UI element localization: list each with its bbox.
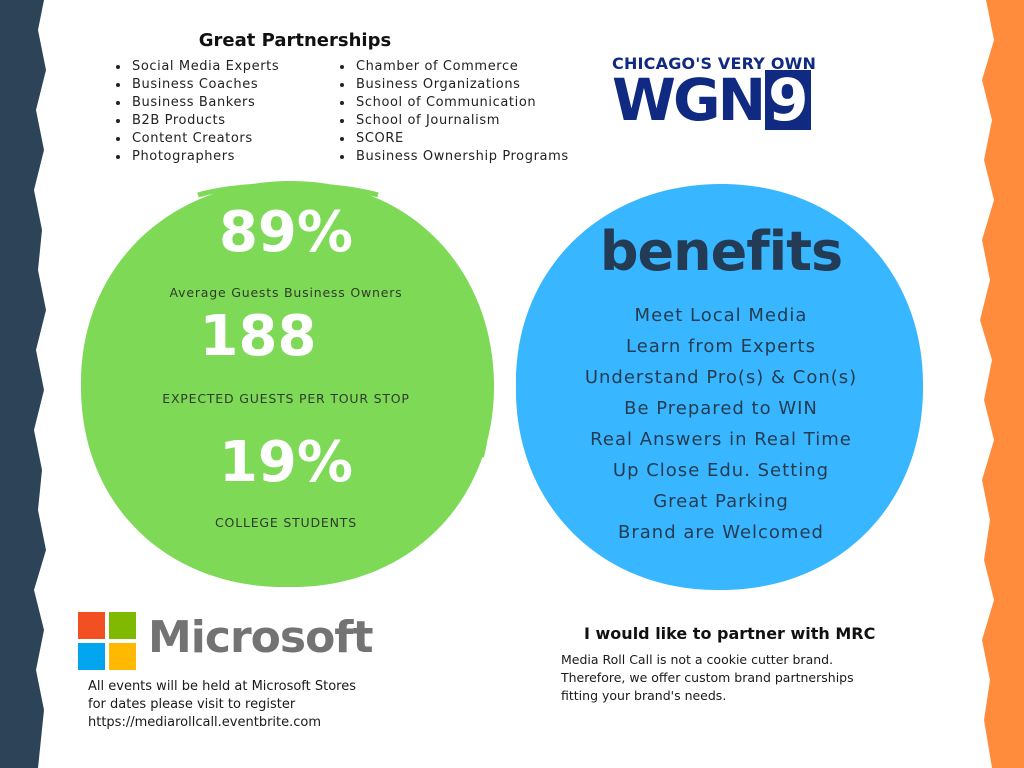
benefit-item: Meet Local Media — [634, 305, 808, 326]
stat-label: COLLEGE STUDENTS — [215, 515, 357, 530]
text-line: fitting your brand's needs. — [561, 688, 727, 703]
benefit-item: Understand Pro(s) & Con(s) — [584, 367, 858, 388]
stat-value: 188 — [199, 304, 317, 369]
stat-label: Average Guests Business Owners — [169, 285, 403, 300]
list-item: B2B Products — [130, 112, 279, 130]
benefit-item: Up Close Edu. Setting — [612, 460, 830, 481]
list-item: School of Communication — [354, 94, 569, 112]
stat-business-owners: 89% — [100, 200, 472, 265]
text-line: Therefore, we offer custom brand partner… — [561, 670, 854, 685]
list-item: Photographers — [130, 148, 279, 166]
list-item: Business Bankers — [130, 94, 279, 112]
wgn-letters: WGN — [612, 66, 766, 134]
right-brush-edge — [980, 0, 1024, 768]
microsoft-events-note: All events will be held at Microsoft Sto… — [88, 678, 356, 732]
stats-circle — [80, 180, 495, 588]
benefit-item: Be Prepared to WIN — [624, 398, 818, 419]
benefit-item: Learn from Experts — [625, 336, 816, 357]
stat-college-students-label-wrap: COLLEGE STUDENTS — [100, 515, 472, 530]
stat-business-owners-label-wrap: Average Guests Business Owners — [100, 285, 472, 300]
partnerships-list-left: Social Media Experts Business Coaches Bu… — [114, 58, 279, 166]
benefits-title: benefits — [599, 220, 843, 283]
stat-expected-guests-label-wrap: EXPECTED GUESTS PER TOUR STOP — [100, 391, 472, 406]
list-item: Content Creators — [130, 130, 279, 148]
benefit-item: Real Answers in Real Time — [590, 429, 852, 450]
list-item: Social Media Experts — [130, 58, 279, 76]
partnerships-title: Great Partnerships — [198, 30, 392, 51]
partner-cta-text: Media Roll Call is not a cookie cutter b… — [561, 651, 881, 705]
registration-link[interactable]: https://mediarollcall.eventbrite.com — [88, 715, 322, 730]
stat-label: EXPECTED GUESTS PER TOUR STOP — [162, 391, 410, 406]
stat-value: 89% — [218, 200, 354, 265]
microsoft-logo-icon — [78, 612, 136, 670]
benefits-circle — [515, 183, 924, 591]
list-item: School of Journalism — [354, 112, 569, 130]
note-line: All events will be held at Microsoft Sto… — [88, 679, 357, 694]
wgn9-logo: CHICAGO'S VERY OWN WGN9 — [612, 54, 846, 134]
wgn-tagline: CHICAGO'S VERY OWN — [612, 54, 817, 73]
list-item: Chamber of Commerce — [354, 58, 569, 76]
stat-college-students: 19% — [100, 430, 472, 495]
benefit-item: Brand are Welcomed — [618, 522, 824, 543]
wgn-number: 9 — [765, 70, 812, 130]
microsoft-wordmark: Microsoft — [148, 612, 373, 663]
left-brush-edge — [0, 0, 46, 768]
benefits-list: Meet Local Media Learn from Experts Unde… — [540, 300, 902, 548]
list-item: Business Organizations — [354, 76, 569, 94]
list-item: Business Ownership Programs — [354, 148, 569, 166]
list-item: SCORE — [354, 130, 569, 148]
stat-expected-guests: 188 — [72, 304, 444, 369]
list-item: Business Coaches — [130, 76, 279, 94]
note-line: for dates please visit to register — [88, 697, 296, 712]
wgn-wordmark: WGN9 — [612, 70, 812, 130]
partner-cta-title: I would like to partner with MRC — [584, 624, 876, 643]
partnerships-list-right: Chamber of Commerce Business Organizatio… — [338, 58, 569, 166]
text-line: Media Roll Call is not a cookie cutter b… — [561, 652, 834, 667]
stat-value: 19% — [218, 430, 354, 495]
benefit-item: Great Parking — [653, 491, 789, 512]
